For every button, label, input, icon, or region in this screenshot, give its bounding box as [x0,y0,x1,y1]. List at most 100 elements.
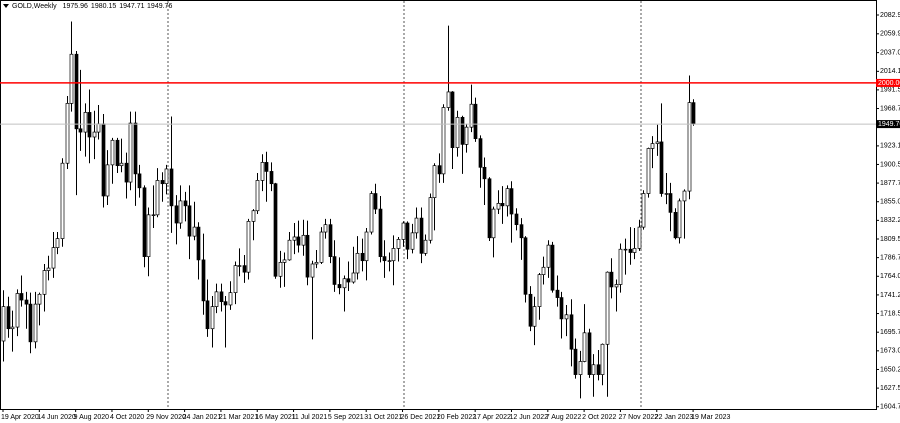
candle-body [46,267,51,271]
candle-body [15,293,20,328]
candle-body [659,141,664,194]
y-tick-label: 1695.75 [880,329,900,336]
candle-body [523,237,528,295]
x-tick-label: 4 Oct 2020 [110,414,144,421]
candle-body [305,234,310,278]
candle-body [673,212,678,239]
candle-body [369,193,374,233]
candle-body [391,248,396,262]
candle-body [478,138,483,168]
level-label-box [876,78,900,87]
candle-body [237,265,242,267]
candle-body [364,231,369,262]
x-tick-label: 31 Oct 2021 [364,414,402,421]
y-tick-label: 2059.95 [880,31,900,38]
y-tick-label: 1786.75 [880,254,900,261]
symbol: GOLD,Weekly [12,3,57,10]
header-low: 1947.71 [119,3,144,10]
candle-body [33,303,38,343]
candle-body [550,244,555,291]
candle-body [373,193,378,210]
x-tick-label: 20 Feb 2022 [437,414,476,421]
x-tick-label: 12 Jun 2022 [509,414,548,421]
candle-body [178,200,183,224]
candle-body [569,314,574,350]
y-tick-label: 1673.00 [880,348,900,355]
candle-body [541,266,546,275]
y-tick-label: 1923.15 [880,143,900,150]
chart-header: GOLD,Weekly 1975.96 1980.15 1947.71 1949.76 [12,3,172,10]
x-tick-label: 29 Nov 2020 [146,414,186,421]
candle-body [351,272,356,283]
candle-body [337,284,342,289]
candle-body [609,271,614,288]
y-tick-label: 1604.75 [880,404,900,411]
candle-body [464,126,469,145]
candle-body [496,203,501,210]
candle-body [119,162,124,167]
collapse-icon[interactable] [3,4,9,8]
candle-body [514,213,519,226]
x-tick-label: 5 Sep 2021 [328,414,364,421]
candle-body [637,226,642,249]
x-tick-label: 14 Jun 2020 [37,414,76,421]
plot-frame [0,0,877,410]
candle-body [668,193,673,213]
candle-body [605,271,610,345]
candle-body [578,361,583,375]
candle-body [623,248,628,251]
candle-body [223,301,228,306]
candle-body [401,222,406,240]
candle-body [60,162,65,239]
y-tick-label: 1718.50 [880,310,900,317]
candle-body [450,91,455,149]
candle-body [628,248,633,253]
candle-body [528,293,533,327]
candle-body [233,265,238,294]
x-tick-label: 22 Jan 2023 [655,414,694,421]
candle-body [160,180,165,185]
candle-body [573,348,578,375]
candle-body [142,187,147,257]
x-tick-label: 17 Apr 2022 [473,414,511,421]
candle-body [491,208,496,239]
candle-body [396,239,401,249]
candle-body [205,300,210,330]
candle-body [19,293,24,301]
candle-body [582,332,587,362]
candle-body [183,200,188,207]
candle-body [328,224,333,257]
candle-body [151,214,156,216]
candle-body [219,291,224,303]
candle-body [292,236,297,241]
candle-body [600,343,605,375]
candle-body [355,252,360,274]
candle-body [146,214,151,257]
candle-body [174,205,179,224]
candle-body [428,197,433,241]
candle-body [559,297,564,320]
x-tick-label: 16 May 2021 [255,414,296,421]
y-tick-label: 1741.25 [880,292,900,299]
candle-body [301,234,306,246]
candle-body [419,217,424,254]
candle-body [110,139,115,166]
candle-body [137,173,142,189]
candle-body [437,165,442,175]
candle-body [596,364,601,375]
candle-body [519,224,524,239]
candle-body [618,248,623,285]
candle-body [323,224,328,233]
candle-body [214,291,219,307]
marks [1,21,696,399]
candle-body [360,252,365,262]
candle-body [423,239,428,254]
candle-body [432,165,437,198]
candle-body [101,123,106,197]
candle-body [664,193,669,195]
y-tick-label: 1809.50 [880,236,900,243]
x-tick-label: 26 Dec 2021 [401,414,441,421]
candle-body [537,274,542,307]
x-tick-label: 19 Mar 2023 [691,414,730,421]
